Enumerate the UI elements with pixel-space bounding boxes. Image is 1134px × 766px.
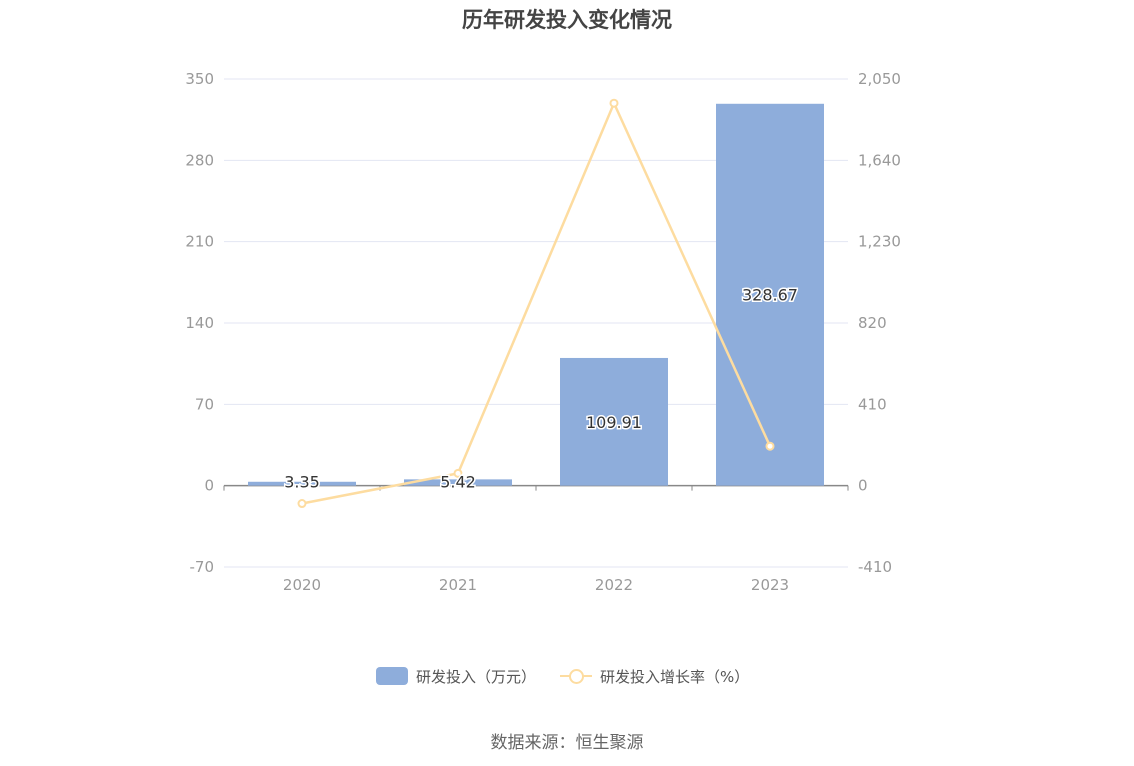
- grid-lines: [224, 78, 848, 568]
- legend-item-growth-rate[interactable]: 研发投入增长率（%）: [560, 666, 749, 687]
- bar-value-label: 328.67: [742, 286, 798, 305]
- y-left-tick-label: 0: [204, 477, 214, 495]
- x-category-label: 2023: [751, 576, 789, 594]
- bar-value-label: 3.35: [284, 473, 320, 492]
- data-labels: 3.35 5.42 109.91 328.67: [283, 284, 800, 493]
- y-left-tick-label: 210: [185, 233, 214, 251]
- y-left-tick-label: -70: [190, 558, 215, 576]
- bar: [404, 479, 512, 486]
- x-category-label: 2022: [595, 576, 633, 594]
- bar-value-label: 109.91: [586, 413, 642, 432]
- y-right-tick-label: 2,050: [858, 70, 901, 88]
- y-right-tick-label: 1,230: [858, 233, 901, 251]
- y-right-tick-label: 1,640: [858, 151, 901, 169]
- chart-title: 历年研发投入变化情况: [462, 8, 672, 32]
- data-source-note: 数据来源：恒生聚源: [490, 733, 644, 753]
- growth-point: [765, 441, 775, 451]
- x-category-label: 2020: [283, 576, 321, 594]
- y-right-tick-label: -410: [858, 558, 892, 576]
- y-left-tick-label: 350: [185, 70, 214, 88]
- bar-series: [248, 103, 824, 486]
- y-right-tick-label: 820: [858, 314, 887, 332]
- legend-label-growth-rate: 研发投入增长率（%）: [600, 667, 750, 686]
- bar: [716, 103, 824, 486]
- bar: [560, 357, 668, 486]
- growth-point: [453, 468, 463, 478]
- bar-value-label: 5.42: [440, 473, 476, 492]
- legend: 研发投入（万元） 研发投入增长率（%）: [376, 664, 773, 688]
- bar: [248, 481, 356, 486]
- y-right-tick-label: 0: [858, 477, 868, 495]
- growth-point: [609, 98, 619, 108]
- legend-item-rd-investment[interactable]: 研发投入（万元）: [376, 666, 536, 687]
- growth-line: [301, 100, 772, 505]
- x-category-label: 2021: [439, 576, 477, 594]
- legend-bar-swatch: [376, 667, 408, 685]
- growth-point: [297, 499, 307, 509]
- line-series: [297, 98, 775, 509]
- legend-label-rd-investment: 研发投入（万元）: [416, 667, 537, 686]
- y-left-tick-label: 280: [185, 151, 214, 169]
- legend-line-swatch: [560, 667, 593, 685]
- y-left-tick-label: 70: [195, 395, 214, 413]
- y-left-tick-label: 140: [185, 314, 214, 332]
- y-right-tick-label: 410: [858, 395, 887, 413]
